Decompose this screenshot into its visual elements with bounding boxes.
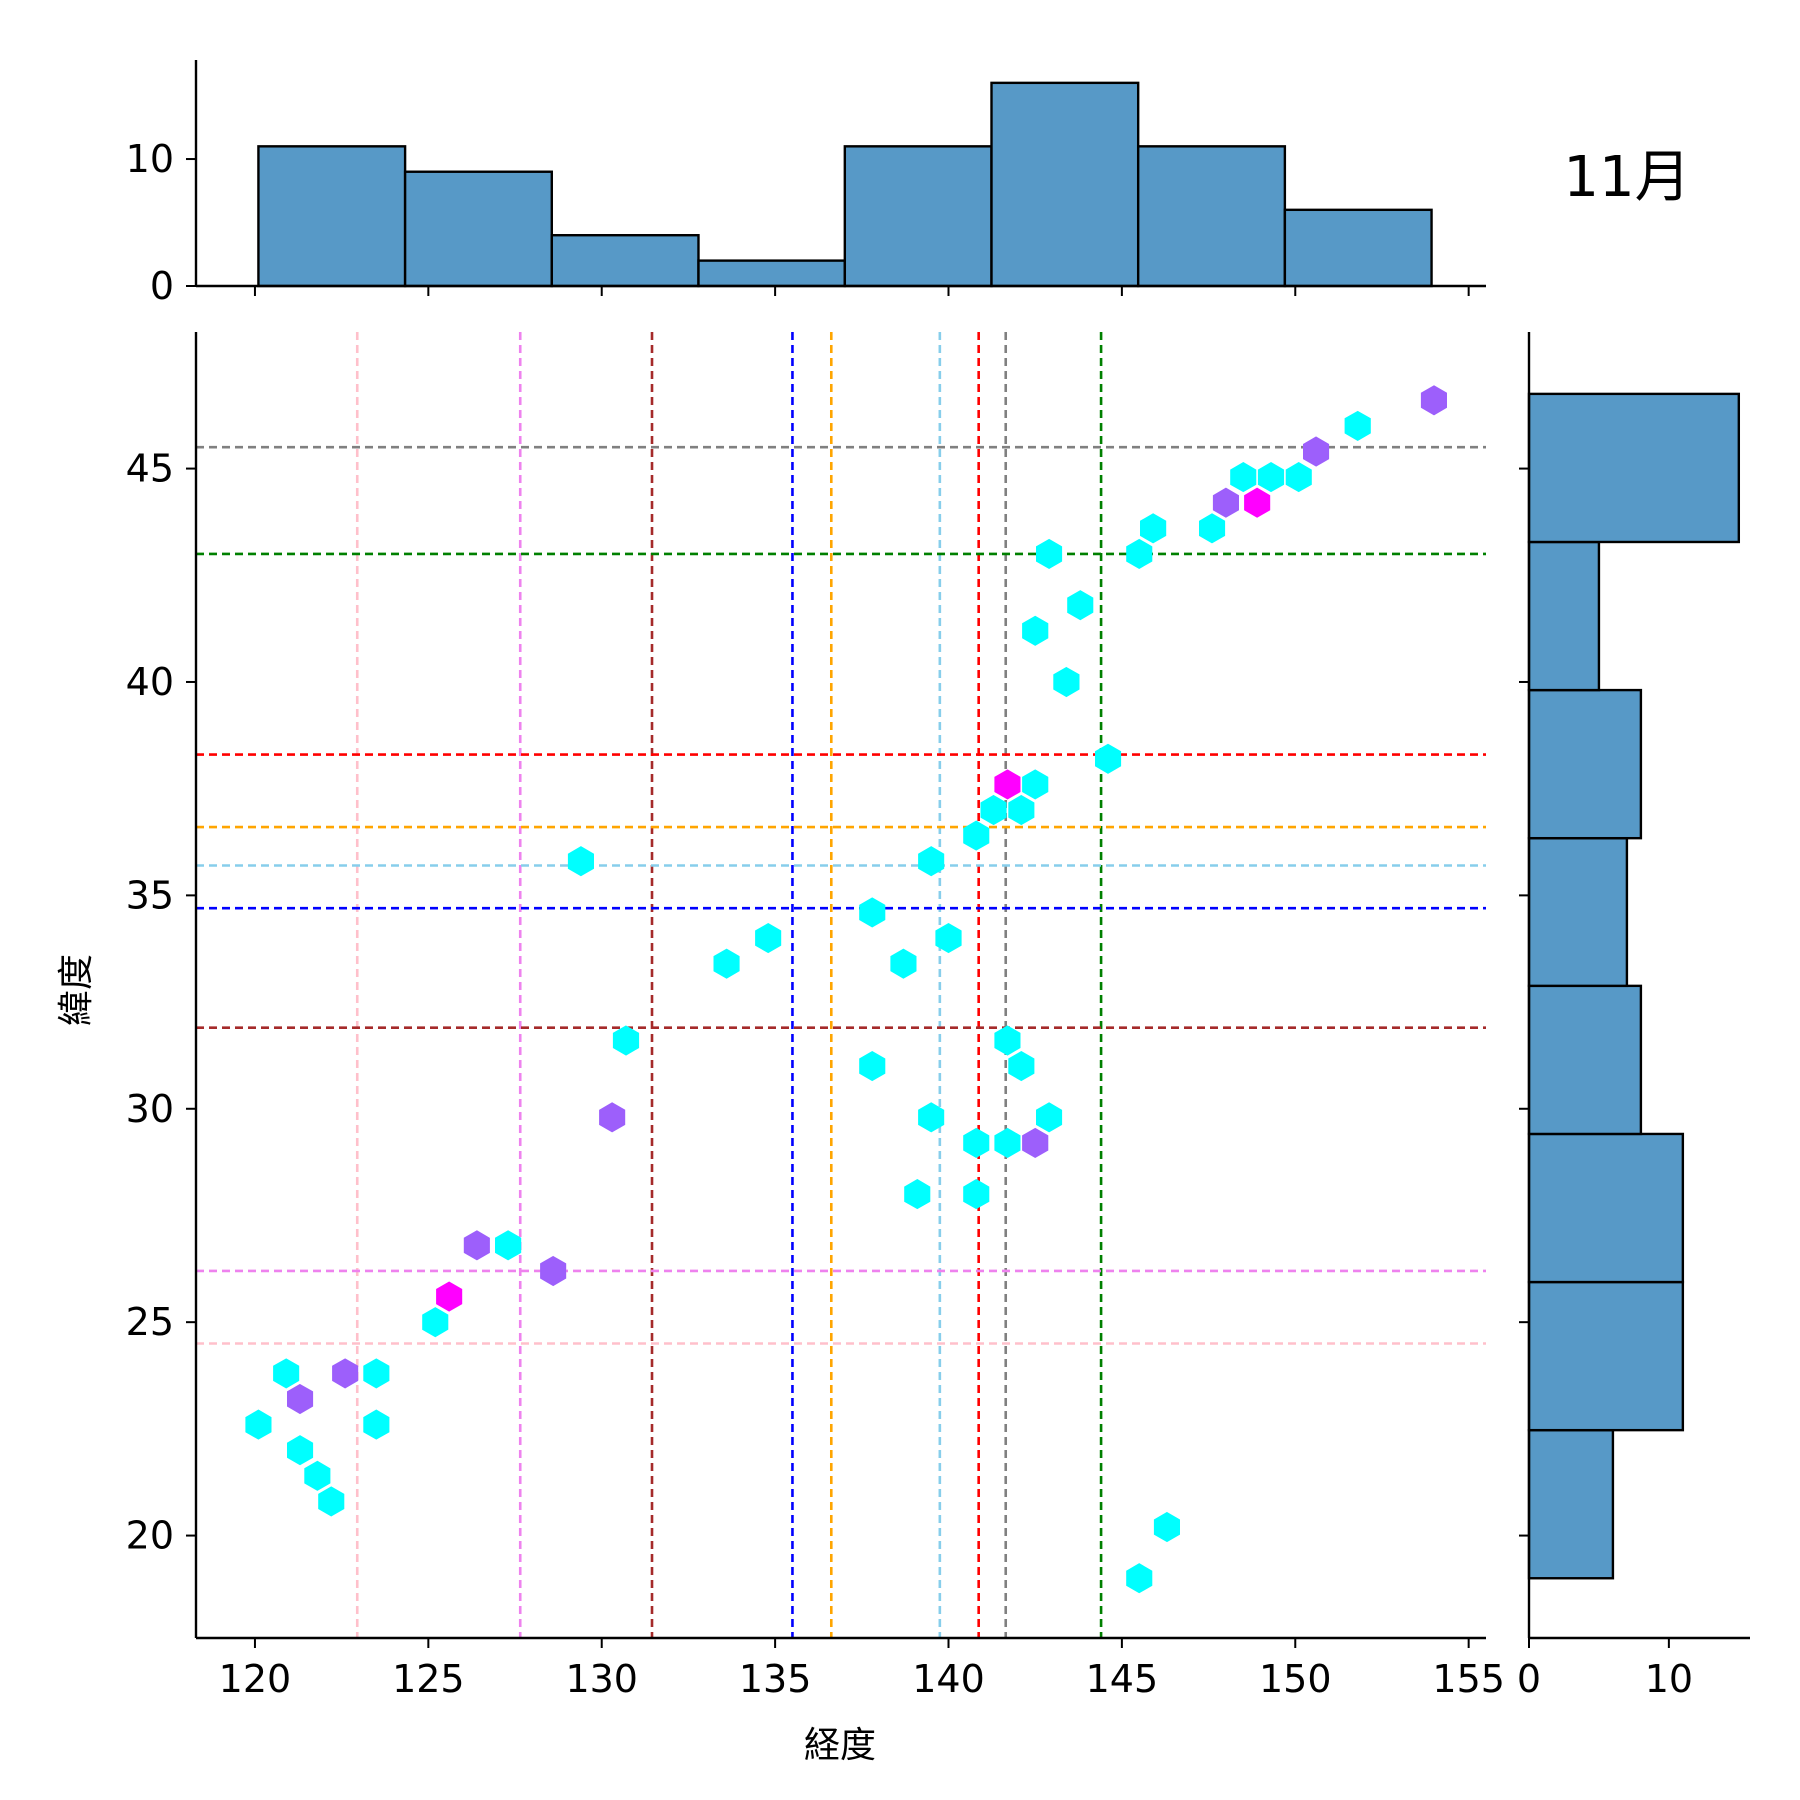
hexbin-cell (755, 923, 782, 954)
hexbin-cell (1036, 538, 1063, 569)
hexbin-cell (1244, 487, 1271, 518)
hexbin-cell (904, 1179, 931, 1210)
hexbin-cell (1053, 666, 1080, 698)
hexbin-cell (1036, 1102, 1063, 1133)
hexbin-cell (363, 1409, 390, 1440)
y-histogram-bar (1527, 1280, 1685, 1432)
hexbin-cell (918, 846, 945, 877)
x-tick-label: 120 (219, 1657, 292, 1701)
main-hexbin-plot: 120 125 130 135 140 145 150 155 20 25 30 35 40 45 (126, 332, 1505, 1701)
x-tick-label: 125 (392, 1657, 465, 1701)
y-histogram-bar (1527, 392, 1741, 544)
hexbin-cell (1199, 513, 1226, 544)
hexbin-cell (1230, 462, 1257, 493)
y-histogram-bar (1527, 984, 1643, 1136)
y-axis-title: 緯度 (56, 954, 97, 1026)
hexbin-cell (963, 1127, 990, 1158)
hexbin-cell (304, 1460, 331, 1491)
hexbin-cell (890, 948, 917, 979)
x-histogram-bar (550, 234, 700, 288)
hexbin-cell (1022, 615, 1049, 646)
top-marginal-histogram: 0 10 (126, 60, 1486, 308)
x-histogram-bar (843, 145, 993, 288)
hexbin-cell (287, 1435, 314, 1466)
hexbin-cell (994, 769, 1021, 800)
hexbin-cell (918, 1102, 945, 1133)
hexbin-cell (287, 1383, 314, 1415)
hexbin-cell (1285, 462, 1312, 493)
hexbin-cell (1344, 410, 1371, 441)
hexbin-cell (318, 1486, 345, 1517)
x-axis-title: 経度 (804, 1725, 876, 1766)
y-histogram-bar (1527, 540, 1601, 692)
hexbin-cell (1067, 590, 1094, 621)
hexbin-cell (994, 1025, 1021, 1056)
hexbin-cell (1212, 487, 1239, 518)
x-histogram-bar (990, 81, 1140, 288)
hexbin-cell (859, 1051, 886, 1082)
x-histogram-bar (1136, 145, 1287, 288)
hexbin-cell (1008, 1051, 1035, 1082)
top-hist-y-tick-label: 10 (126, 137, 174, 181)
hexbin-cell (1126, 1563, 1153, 1594)
x-histogram-bar (697, 259, 847, 288)
x-tick-label: 150 (1259, 1657, 1332, 1701)
hexbin-cell (1022, 1127, 1049, 1158)
y-histogram-bar (1527, 836, 1629, 988)
hexbin-cell (1126, 538, 1153, 569)
x-tick-label: 130 (565, 1657, 638, 1701)
x-histogram-bar (257, 145, 407, 288)
hexbin-cell (980, 794, 1007, 826)
hexbin-cell (1140, 513, 1167, 544)
hexbin-cell (1022, 769, 1049, 800)
hexbin-cell (540, 1255, 567, 1287)
hexbin-cell (363, 1358, 390, 1389)
hexbin-cell (463, 1230, 490, 1261)
right-marginal-histogram: 0 10 (1517, 332, 1750, 1701)
hexbin-cell (599, 1102, 626, 1133)
hexbin-cell (994, 1127, 1021, 1158)
x-tick-label: 135 (739, 1657, 812, 1701)
x-tick-label: 145 (1086, 1657, 1159, 1701)
chart-title: 11月 (1563, 145, 1690, 210)
hexbin-cell (245, 1409, 272, 1440)
top-hist-y-tick-label: 0 (150, 264, 174, 308)
y-tick-label: 20 (126, 1514, 174, 1558)
hexbin-cell (935, 923, 962, 954)
hexbin-cell (495, 1230, 522, 1261)
hexbin-cell (332, 1358, 359, 1389)
right-hist-x-tick-label: 10 (1645, 1657, 1693, 1701)
hexbin-cell (1153, 1511, 1180, 1543)
y-histogram-bar (1527, 1132, 1685, 1284)
y-histogram-bar (1527, 688, 1643, 840)
y-tick-label: 40 (126, 660, 174, 704)
hexbin-cell (1008, 794, 1035, 826)
hexbin-cell (963, 1179, 990, 1210)
x-histogram-bar (1283, 208, 1433, 288)
y-tick-label: 25 (126, 1300, 174, 1344)
y-tick-label: 30 (126, 1087, 174, 1131)
hexbin-cell (273, 1358, 300, 1389)
x-histogram-bar (403, 170, 553, 288)
x-tick-label: 140 (912, 1657, 985, 1701)
y-tick-label: 45 (126, 447, 174, 491)
right-hist-x-tick-label: 0 (1517, 1657, 1541, 1701)
hexbin-cell (1095, 743, 1122, 774)
hexbin-cell (713, 948, 740, 979)
hexbin-cell (567, 846, 594, 877)
y-histogram-bar (1527, 1428, 1615, 1580)
hexbin-cell (612, 1025, 640, 1056)
hexbin-cell (1420, 385, 1447, 416)
hexbin-cell (422, 1307, 449, 1338)
x-tick-label: 155 (1432, 1657, 1505, 1701)
hexbin-cell (436, 1281, 463, 1312)
y-tick-label: 35 (126, 873, 174, 917)
hexbin-cell (859, 897, 886, 928)
hexbin-cell (1303, 436, 1330, 467)
hexbin-cell (1257, 462, 1285, 493)
hexbin-cell (963, 820, 990, 851)
